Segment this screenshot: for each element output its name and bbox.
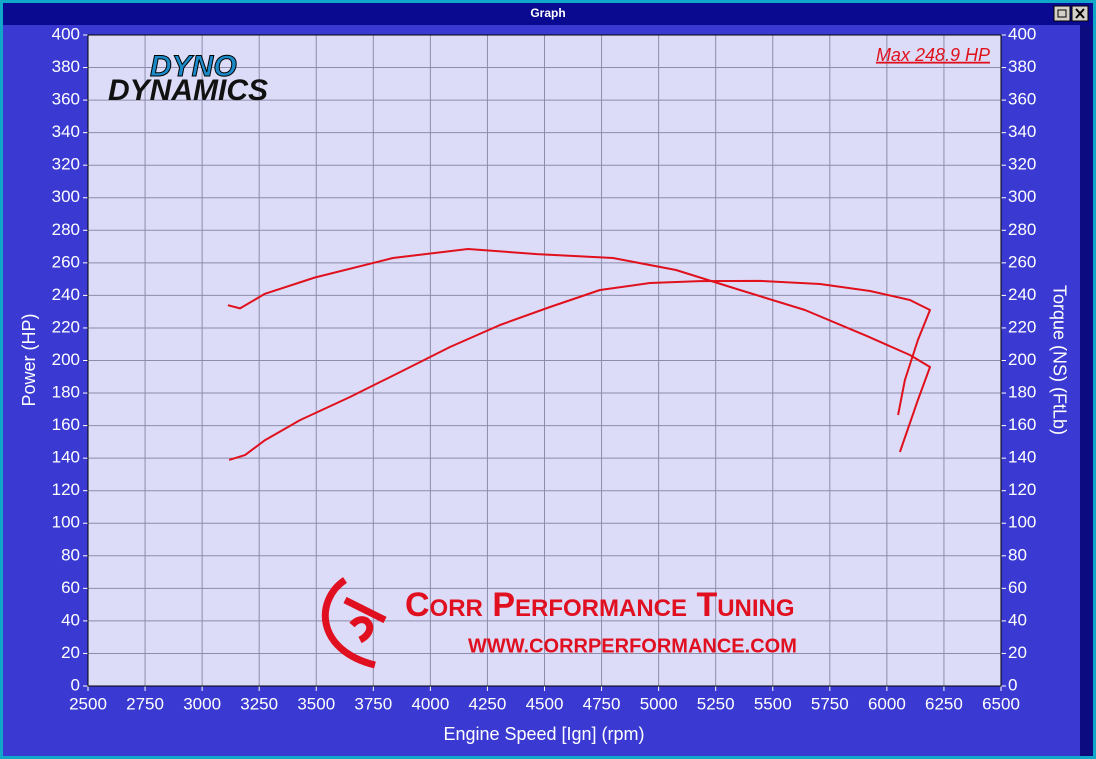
x-tick-label: 6250 [925, 694, 963, 713]
x-axis-label: Engine Speed [Ign] (rpm) [443, 724, 644, 744]
x-tick-label: 5750 [811, 694, 849, 713]
title-bar [3, 3, 1093, 25]
window-edge [1080, 25, 1093, 756]
y-tick-label: 100 [52, 513, 80, 532]
x-tick-label: 6500 [982, 694, 1020, 713]
x-tick-label: 4750 [583, 694, 621, 713]
restore-icon [1057, 9, 1067, 18]
y2-tick-label: 280 [1008, 220, 1036, 239]
x-tick-label: 6000 [868, 694, 906, 713]
window-title: Graph [530, 6, 565, 20]
y-tick-label: 240 [52, 285, 80, 304]
y2-tick-label: 140 [1008, 448, 1036, 467]
x-tick-label: 3000 [183, 694, 221, 713]
y2-axis-label: Torque (NS) (FtLb) [1049, 285, 1069, 435]
y2-tick-label: 20 [1008, 643, 1027, 662]
y-axis-label: Power (HP) [19, 313, 39, 406]
y2-tick-label: 160 [1008, 415, 1036, 434]
x-tick-label: 5500 [754, 694, 792, 713]
y2-tick-label: 120 [1008, 480, 1036, 499]
x-tick-label: 2500 [69, 694, 107, 713]
x-tick-label: 4250 [469, 694, 507, 713]
y-tick-label: 80 [61, 545, 80, 564]
y-tick-label: 260 [52, 252, 80, 271]
y2-tick-label: 60 [1008, 578, 1027, 597]
close-icon [1075, 8, 1085, 19]
y-tick-label: 340 [52, 122, 80, 141]
y2-tick-label: 180 [1008, 383, 1036, 402]
x-tick-label: 4000 [411, 694, 449, 713]
y2-tick-label: 340 [1008, 122, 1036, 141]
x-tick-label: 5250 [697, 694, 735, 713]
x-tick-label: 3250 [240, 694, 278, 713]
x-tick-label: 5000 [640, 694, 678, 713]
watermark-title: Corr Performance Tuning [405, 586, 795, 624]
y2-tick-label: 40 [1008, 610, 1027, 629]
y-tick-label: 320 [52, 155, 80, 174]
plot-border [87, 34, 1002, 687]
watermark-icon [321, 577, 387, 669]
y2-tick-label: 380 [1008, 57, 1036, 76]
y-tick-label: 220 [52, 317, 80, 336]
x-tick-label: 3750 [354, 694, 392, 713]
y2-tick-label: 300 [1008, 187, 1036, 206]
y-tick-label: 0 [71, 675, 80, 694]
y-tick-label: 140 [52, 448, 80, 467]
restore-button[interactable] [1053, 5, 1071, 22]
y-tick-label: 380 [52, 57, 80, 76]
x-tick-label: 2750 [126, 694, 164, 713]
series-line [227, 248, 931, 453]
y2-tick-label: 100 [1008, 513, 1036, 532]
x-tick-label: 3500 [297, 694, 335, 713]
logo-bottom: DYNAMICS [108, 74, 268, 107]
y2-tick-label: 220 [1008, 317, 1036, 336]
y-tick-label: 400 [52, 24, 80, 43]
y-tick-label: 180 [52, 383, 80, 402]
y-tick-label: 20 [61, 643, 80, 662]
series-line [228, 279, 931, 461]
watermark-url: WWW.CORRPERFORMANCE.COM [468, 635, 797, 657]
y2-tick-label: 260 [1008, 252, 1036, 271]
logo-top: DYNO [150, 50, 237, 83]
y2-tick-label: 0 [1008, 675, 1017, 694]
y-tick-label: 40 [61, 610, 80, 629]
max-annotation: Max 248.9 HP [876, 45, 990, 65]
y2-tick-label: 200 [1008, 350, 1036, 369]
y-tick-label: 60 [61, 578, 80, 597]
y-tick-label: 160 [52, 415, 80, 434]
y2-tick-label: 400 [1008, 24, 1036, 43]
y2-tick-label: 320 [1008, 155, 1036, 174]
y2-tick-label: 360 [1008, 90, 1036, 109]
y2-tick-label: 80 [1008, 545, 1027, 564]
y2-tick-label: 240 [1008, 285, 1036, 304]
y-tick-label: 200 [52, 350, 80, 369]
x-tick-label: 4500 [526, 694, 564, 713]
y-tick-label: 280 [52, 220, 80, 239]
y-tick-label: 300 [52, 187, 80, 206]
y-tick-label: 360 [52, 90, 80, 109]
y-tick-label: 120 [52, 480, 80, 499]
